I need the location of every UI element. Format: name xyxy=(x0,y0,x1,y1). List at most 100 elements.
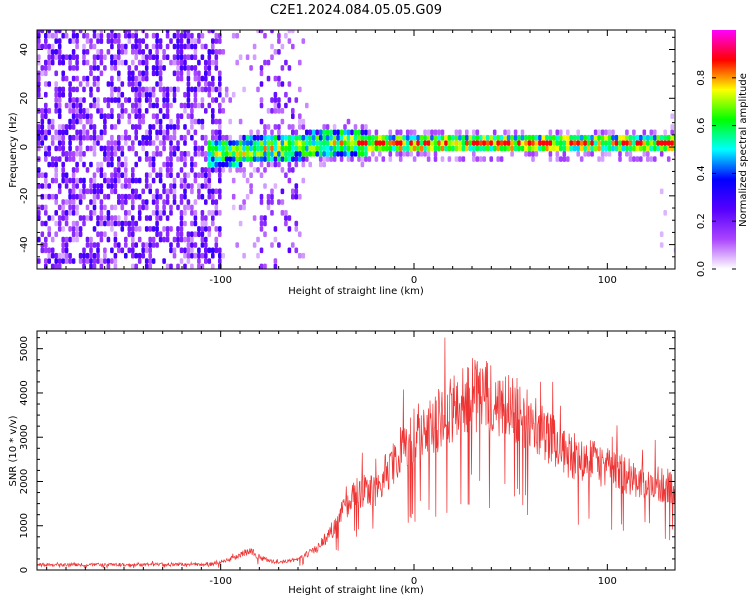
spectrogram-cell xyxy=(169,134,173,141)
spectrogram-cell xyxy=(134,49,138,55)
spectrogram-cell xyxy=(618,140,622,146)
spectrogram-cell xyxy=(204,183,208,189)
spectrogram-cell xyxy=(183,156,187,162)
spectrogram-cell xyxy=(110,108,114,114)
spectrogram-cell xyxy=(85,38,90,44)
spectrogram-cell xyxy=(259,81,264,87)
spectrogram-cell xyxy=(318,134,323,141)
spectrogram-cell xyxy=(468,134,473,141)
spectrogram-cell xyxy=(238,204,243,211)
spectrogram-cell xyxy=(131,172,135,178)
spectrogram-cell xyxy=(190,167,194,173)
spectrogram-cell xyxy=(197,32,201,39)
spectrogram-cell xyxy=(343,145,347,152)
spectrogram-cell xyxy=(82,43,86,50)
spectrogram-cell xyxy=(92,75,97,82)
spectrogram-cell xyxy=(110,140,114,146)
spectrogram-cell xyxy=(117,242,121,248)
spectrogram-cell xyxy=(78,193,83,200)
spectrogram-cell xyxy=(89,183,93,189)
spectrogram-cell xyxy=(71,193,76,200)
spectrogram-cell xyxy=(85,49,90,55)
spectrogram-cell xyxy=(412,140,417,146)
spectrogram-cell xyxy=(37,59,41,66)
spectrogram-cell xyxy=(113,97,118,103)
spectrogram-cell xyxy=(496,145,500,152)
spectrogram-cell xyxy=(71,151,76,157)
spectrogram-cell xyxy=(44,59,48,66)
spectrogram-cell xyxy=(57,91,62,98)
spectrogram-cell xyxy=(402,151,406,157)
spectrogram-cell xyxy=(193,129,198,136)
spectrogram-cell xyxy=(235,59,239,66)
spectrogram-cell xyxy=(144,215,149,221)
spectrogram-cell xyxy=(513,134,518,141)
spectrogram-cell xyxy=(64,199,69,205)
spectrogram-cell xyxy=(207,81,212,87)
spectrogram-cell xyxy=(134,43,138,50)
spectrogram-cell xyxy=(92,97,97,103)
spectrogram-cell xyxy=(666,134,671,141)
spectrogram-cell xyxy=(252,140,257,146)
spectrogram-cell xyxy=(186,38,191,44)
spectrogram-cell xyxy=(273,258,278,264)
spectrogram-cell xyxy=(85,188,90,195)
spectrogram-cell xyxy=(71,97,76,103)
spectrogram-cell xyxy=(44,177,48,184)
spectrogram-cell xyxy=(277,145,281,152)
spectrogram-cell xyxy=(586,140,591,146)
spectrogram-cell xyxy=(513,140,518,146)
spectrogram-cell xyxy=(214,204,219,211)
spectrogram-cell xyxy=(193,65,198,71)
spectrogram-cell xyxy=(155,242,159,248)
spectrogram-cell xyxy=(106,210,111,216)
spectrogram-cell xyxy=(141,86,145,93)
spectrogram-cell xyxy=(200,32,205,39)
spectrogram-cell xyxy=(353,140,358,146)
spectrogram-cell xyxy=(357,129,361,136)
spectrogram-cell xyxy=(44,91,48,98)
spectrogram-cell xyxy=(183,43,187,50)
spectrogram-cell xyxy=(151,236,156,243)
spectrogram-cell xyxy=(137,108,142,114)
spectrogram-cell xyxy=(148,242,152,248)
spectrogram-cell xyxy=(186,183,191,189)
spectrogram-cell xyxy=(158,177,163,184)
spectrogram-cell xyxy=(155,172,159,178)
spectrogram-cell xyxy=(124,177,128,184)
spectrogram-cell xyxy=(186,172,191,178)
spectrogram-cell xyxy=(663,145,667,152)
spectrogram-cell xyxy=(120,108,125,114)
spectrogram-cell xyxy=(92,193,97,200)
spectrogram-cell xyxy=(211,59,215,66)
spectrogram-cell xyxy=(190,210,194,216)
spectrogram-cell xyxy=(44,102,48,109)
spectrogram-cell xyxy=(273,124,278,130)
spectrogram-cell xyxy=(92,183,97,189)
spectrogram-cell xyxy=(465,145,469,152)
spectrogram-cell xyxy=(89,236,93,243)
spectrogram-cell xyxy=(280,43,285,50)
spectrogram-cell xyxy=(92,204,97,211)
spectrogram-cell xyxy=(294,183,299,189)
spectrogram-cell xyxy=(256,140,260,146)
spectrogram-cell xyxy=(113,172,118,178)
spectrogram-cell xyxy=(92,258,97,264)
spectrogram-cell xyxy=(144,65,149,71)
spectrogram-cell xyxy=(71,231,76,237)
spectrogram-cell xyxy=(103,151,107,157)
spectrogram-cell xyxy=(141,140,145,146)
spectrogram-cell xyxy=(277,151,281,157)
spectrogram-cell xyxy=(169,172,173,178)
spectrogram-cell xyxy=(590,151,594,157)
spectrogram-cell xyxy=(117,49,121,55)
spectrogram-cell xyxy=(301,38,306,44)
spectrogram-cell xyxy=(207,91,212,98)
spectrogram-cell xyxy=(78,145,83,152)
spectrogram-cell xyxy=(444,145,448,152)
spectrogram-cell xyxy=(131,32,135,39)
spectrogram-cell xyxy=(322,140,326,146)
spectrogram-cell xyxy=(503,134,507,141)
spectrogram-cell xyxy=(350,145,354,152)
spectrogram-cell xyxy=(221,49,225,55)
